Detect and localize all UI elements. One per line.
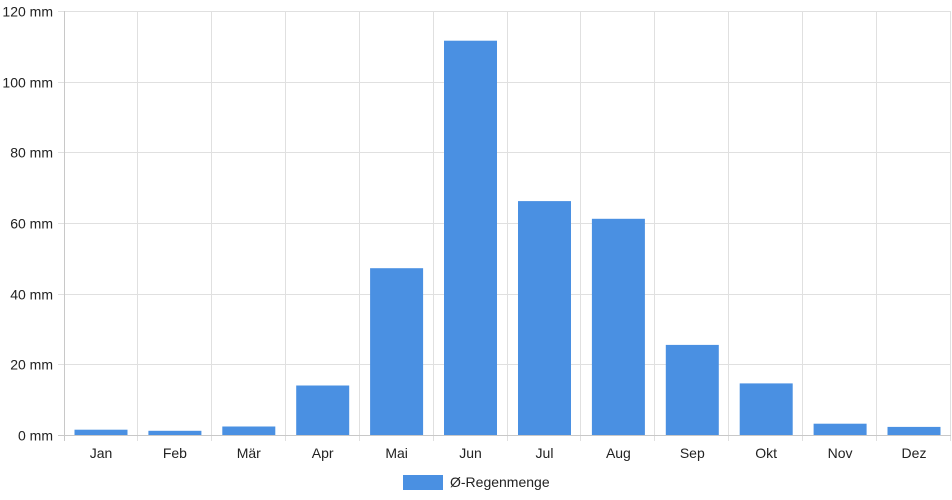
x-tick-label: Jan (90, 445, 113, 461)
x-tick-label: Feb (163, 445, 187, 461)
bar-series (74, 40, 941, 436)
bar-jul[interactable] (518, 201, 571, 435)
y-tick-label: 0 mm (18, 428, 53, 444)
grid-lines (58, 11, 951, 441)
y-tick-label: 40 mm (10, 287, 53, 303)
bar-sep[interactable] (665, 344, 719, 435)
x-tick-label: Sep (680, 445, 705, 461)
y-tick-label: 80 mm (10, 145, 53, 161)
y-tick-label: 100 mm (2, 75, 53, 91)
bar-dez[interactable] (887, 426, 941, 435)
legend-swatch (403, 475, 443, 490)
bar-mär[interactable] (222, 426, 276, 436)
axes (58, 11, 951, 441)
bar-feb[interactable] (148, 430, 202, 435)
bar-nov[interactable] (813, 423, 867, 435)
legend-label[interactable]: Ø-Regenmenge (450, 474, 550, 490)
x-tick-label: Mär (237, 445, 261, 461)
bar-apr[interactable] (296, 385, 350, 436)
y-tick-label: 20 mm (10, 357, 53, 373)
x-axis-tick-labels: Jan Feb Mär Apr Mai Jun Jul Aug Sep Okt Nov Dez (90, 445, 927, 461)
y-tick-label: 120 mm (2, 4, 53, 20)
x-tick-label: Jul (536, 445, 554, 461)
bar-jun[interactable] (444, 40, 497, 435)
y-axis-tick-labels: 0 mm 20 mm 40 mm 60 mm 80 mm 100 mm 120 mm (2, 4, 53, 444)
bar-jan[interactable] (74, 429, 128, 435)
x-tick-label: Jun (459, 445, 482, 461)
x-tick-label: Dez (902, 445, 927, 461)
y-tick-label: 60 mm (10, 216, 53, 232)
legend[interactable]: Ø-Regenmenge (403, 474, 550, 490)
bar-mai[interactable] (370, 268, 424, 435)
x-tick-label: Mai (385, 445, 408, 461)
x-tick-label: Okt (755, 445, 777, 461)
x-tick-label: Nov (828, 445, 853, 461)
bar-aug[interactable] (591, 218, 645, 435)
x-tick-label: Apr (312, 445, 334, 461)
x-tick-label: Aug (606, 445, 631, 461)
bar-okt[interactable] (739, 383, 793, 435)
